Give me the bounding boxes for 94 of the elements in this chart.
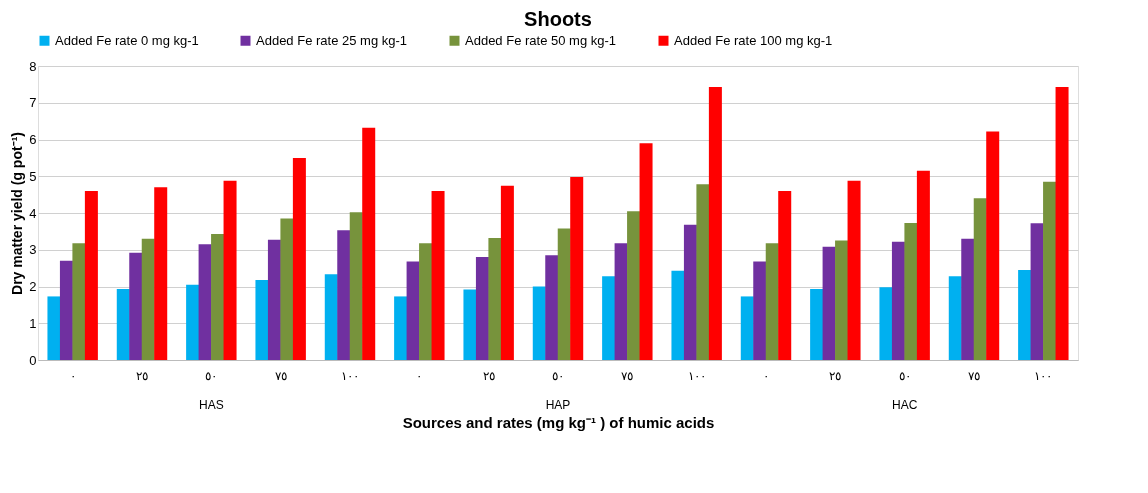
bar	[778, 190, 792, 360]
bar	[602, 276, 616, 360]
bar	[683, 224, 697, 360]
bar	[948, 276, 962, 360]
bar	[614, 243, 628, 360]
bar	[627, 211, 641, 360]
y-tick-label: 4	[29, 205, 37, 221]
bar	[59, 260, 73, 360]
bar	[292, 157, 306, 360]
bar	[84, 190, 98, 360]
y-tick-label: 5	[29, 168, 37, 184]
bar	[337, 230, 351, 360]
bar	[904, 222, 918, 360]
bar	[198, 244, 212, 360]
bar	[765, 243, 779, 360]
y-tick-label: 8	[29, 58, 37, 74]
bar	[822, 246, 836, 360]
legend-label: Added Fe rate 0 mg kg-1	[55, 32, 199, 48]
y-tick-label: 6	[29, 132, 37, 147]
bar	[47, 296, 61, 360]
bar	[116, 289, 130, 360]
bar	[1055, 86, 1069, 360]
x-tick-label: ٥٠	[205, 368, 218, 383]
bar	[211, 233, 225, 360]
bar	[463, 289, 477, 360]
bar	[223, 180, 237, 360]
legend-label: Added Fe rate 50 mg kg-1	[465, 32, 617, 48]
bar	[570, 176, 584, 360]
y-tick-label: 7	[29, 95, 37, 111]
bar	[186, 284, 200, 360]
x-tick-label: ٠	[416, 368, 423, 383]
y-tick-label: 2	[29, 279, 37, 294]
bar	[324, 274, 338, 360]
bar	[141, 238, 155, 360]
bar	[986, 131, 1000, 360]
bar	[488, 237, 502, 360]
bar	[557, 228, 571, 360]
bar	[431, 190, 445, 360]
x-tick-label: ٥٠	[898, 368, 911, 383]
bar	[72, 243, 86, 360]
bar	[1030, 223, 1044, 360]
x-axis-title: Sources and rates (mg kg⁻¹ ) of humic acids	[402, 413, 715, 431]
bar	[740, 296, 754, 360]
text: HAS	[198, 398, 224, 412]
bar	[255, 279, 269, 360]
y-tick-label: 3	[29, 242, 37, 258]
bar	[696, 184, 710, 360]
x-tick-label: ١٠٠	[687, 368, 706, 383]
bar	[891, 241, 905, 360]
x-tick-label: ٢٥	[829, 368, 842, 383]
bar	[810, 289, 824, 360]
bar	[879, 287, 893, 360]
legend-label: Added Fe rate 25 mg kg-1	[256, 32, 408, 48]
bar	[129, 252, 143, 360]
bar	[973, 198, 987, 360]
bar	[639, 143, 653, 360]
y-axis-title: Dry matter yield (g pot⁻¹)	[9, 132, 26, 295]
bar	[362, 127, 376, 360]
bar	[1043, 181, 1057, 360]
text: HAP	[545, 398, 571, 412]
bar	[475, 257, 489, 360]
x-tick-label: ٧٥	[968, 368, 980, 383]
x-tick-label: ٢٥	[482, 368, 495, 383]
bar	[916, 170, 930, 360]
x-tick-label: ٧٥	[621, 368, 634, 383]
bar	[961, 238, 975, 360]
bar	[835, 240, 849, 360]
bar	[419, 243, 433, 360]
bar	[1018, 269, 1032, 360]
bar	[708, 86, 722, 360]
bar	[267, 239, 281, 360]
x-tick-label: ٥٠	[552, 368, 564, 383]
bar	[500, 185, 514, 360]
bar	[406, 261, 420, 360]
legend-label: Added Fe rate 100 mg kg-1	[674, 32, 833, 48]
bar	[349, 212, 363, 360]
y-tick-label: 1	[29, 315, 37, 331]
x-tick-label: ٠	[69, 368, 76, 383]
x-tick-label: ٧٥	[274, 368, 287, 383]
text: HAC	[891, 398, 918, 412]
x-tick-label: ١٠٠	[341, 368, 359, 383]
x-tick-label: ٠	[763, 368, 769, 383]
y-tick-label: 0	[29, 352, 37, 368]
bar	[671, 270, 685, 360]
x-tick-label: ٢٥	[136, 368, 148, 383]
chart-title: Shoots	[524, 8, 592, 30]
bar	[394, 296, 408, 360]
bar	[532, 286, 546, 360]
bar	[545, 255, 559, 360]
x-tick-label: ١٠٠	[1034, 368, 1053, 383]
bar	[753, 261, 767, 360]
bar	[154, 187, 168, 360]
bar	[280, 218, 294, 360]
bar	[847, 180, 861, 360]
